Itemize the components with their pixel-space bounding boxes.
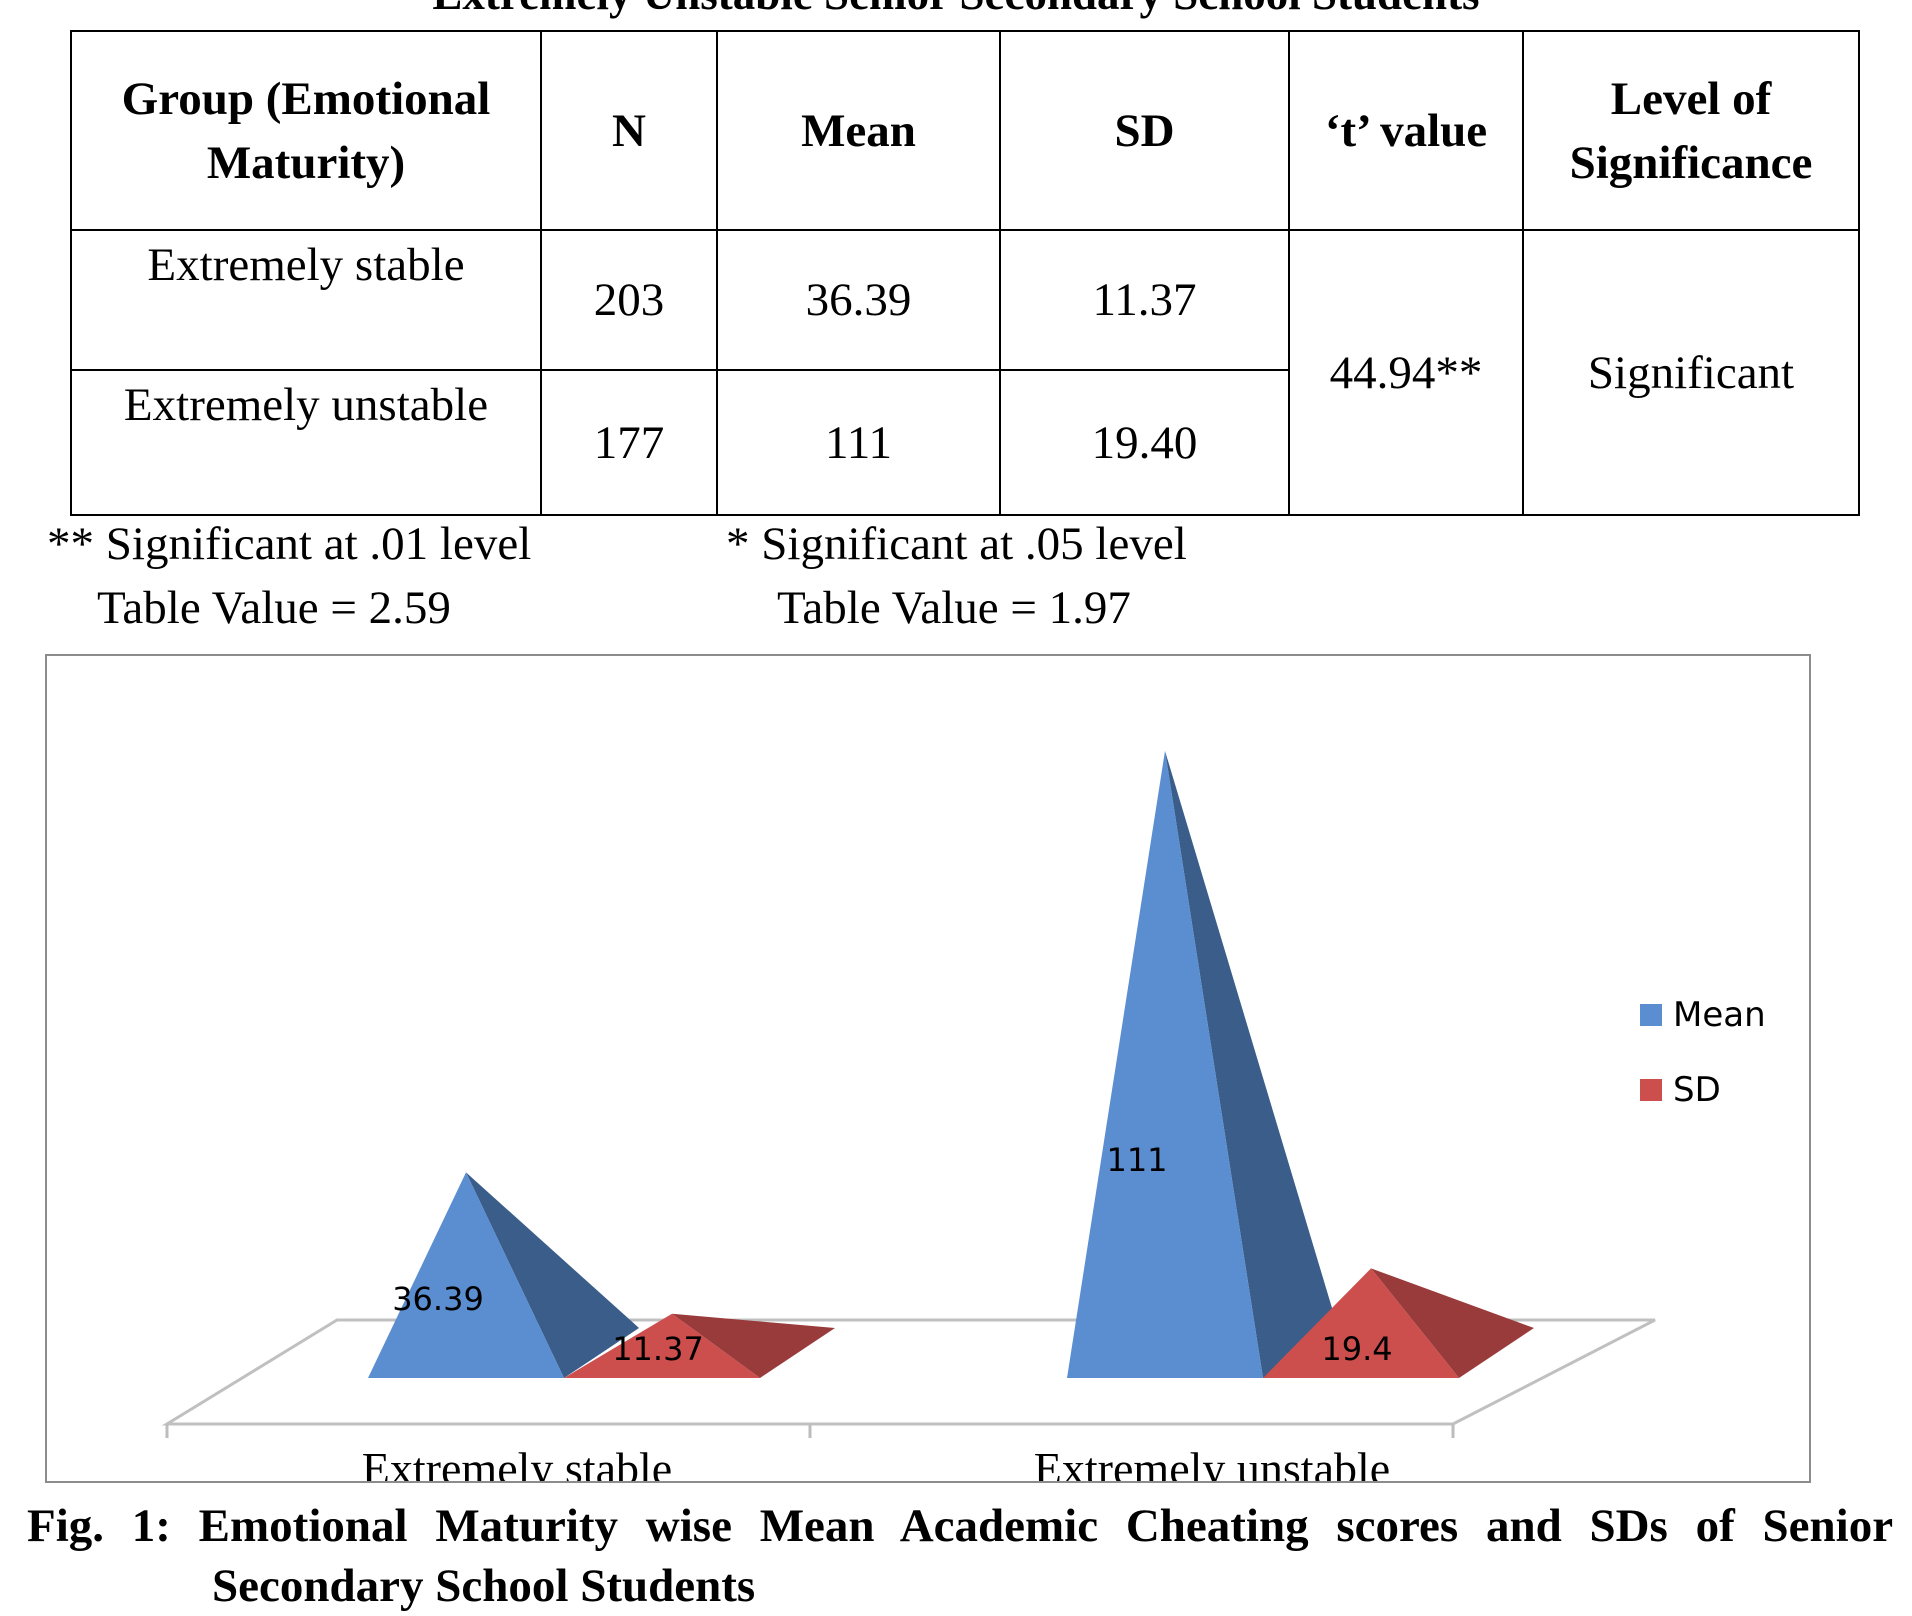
data-label: 11.37 [612,1330,704,1368]
header-group: Group (Emotional Maturity) [70,30,542,231]
pyramid-side-sd [672,1313,835,1378]
pyramid-front-mean [1067,750,1263,1378]
pyramid-side-mean [466,1172,639,1378]
pyramid-front-sd [564,1313,760,1378]
header-mean: Mean [716,30,1001,231]
cell-sd: 19.40 [999,369,1290,516]
note-table-value-01: Table Value = 2.59 [97,582,451,634]
header-t-value: ‘t’ value [1288,30,1524,231]
cell-sd: 11.37 [999,229,1290,371]
figure-caption-line2: Secondary School Students [212,1560,756,1612]
pyramid-side-sd [1371,1268,1534,1378]
header-n: N [540,30,718,231]
pyramid-side-mean [1165,750,1338,1378]
note-table-value-05: Table Value = 1.97 [777,582,1131,634]
statistics-table: Group (Emotional Maturity) N Mean SD ‘t’… [70,30,1860,516]
cell-mean: 36.39 [716,229,1001,371]
x-tick-label: Extremely stable [362,1443,672,1481]
pyramid-chart: 36.39 11.37 Extremely stable 111 19.4 Extreme… [161,750,1766,1481]
cell-group: Extremely unstable [70,369,542,516]
table-header-row: Group (Emotional Maturity) N Mean SD ‘t’… [70,30,1860,231]
header-sd: SD [999,30,1290,231]
note-significant-01: ** Significant at .01 level [47,518,532,570]
cell-n: 177 [540,369,718,516]
header-significance: Level of Significance [1522,30,1860,231]
cell-n: 203 [540,229,718,371]
pyramid-front-mean [368,1172,564,1378]
cell-mean: 111 [716,369,1001,516]
table-row: Extremely stable 203 36.39 11.37 44.94**… [70,229,1860,516]
pyramid-front-sd [1263,1268,1459,1378]
legend-swatch-mean [1640,1004,1662,1026]
note-significant-05: * Significant at .05 level [726,518,1187,570]
data-label: 36.39 [392,1280,484,1318]
data-label: 111 [1106,1141,1167,1179]
figure-caption: Fig. 1: Emotional Maturity wise Mean Aca… [27,1500,1894,1552]
cell-group: Extremely stable [70,229,542,371]
table-title: Extremely Unstable Senior Secondary Scho… [0,0,1912,22]
x-tick-label: Extremely unstable [1034,1443,1390,1481]
cell-t-value: 44.94** [1288,229,1524,516]
legend-label-mean: Mean [1673,995,1766,1035]
table-row: Extremely unstable 177 111 19.40 [70,369,1859,516]
chart-area: 36.39 11.37 Extremely stable 111 19.4 Extreme… [45,654,1811,1483]
legend-label-sd: SD [1673,1070,1721,1110]
data-label: 19.4 [1321,1330,1392,1368]
cell-significance: Significant [1522,229,1860,516]
legend-swatch-sd [1640,1079,1662,1101]
